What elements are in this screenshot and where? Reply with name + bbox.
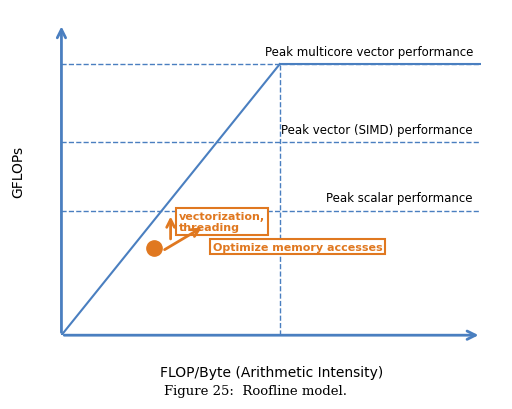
Text: Optimize memory accesses: Optimize memory accesses: [212, 242, 382, 252]
Text: GFLOPs: GFLOPs: [11, 146, 25, 198]
Text: FLOP/Byte (Arithmetic Intensity): FLOP/Byte (Arithmetic Intensity): [160, 365, 383, 379]
Text: Figure 25:  Roofline model.: Figure 25: Roofline model.: [164, 384, 348, 397]
Text: Peak vector (SIMD) performance: Peak vector (SIMD) performance: [281, 124, 473, 137]
Text: Peak scalar performance: Peak scalar performance: [326, 192, 473, 205]
Text: Peak multicore vector performance: Peak multicore vector performance: [265, 46, 473, 59]
Text: vectorization,
threading: vectorization, threading: [179, 211, 265, 233]
